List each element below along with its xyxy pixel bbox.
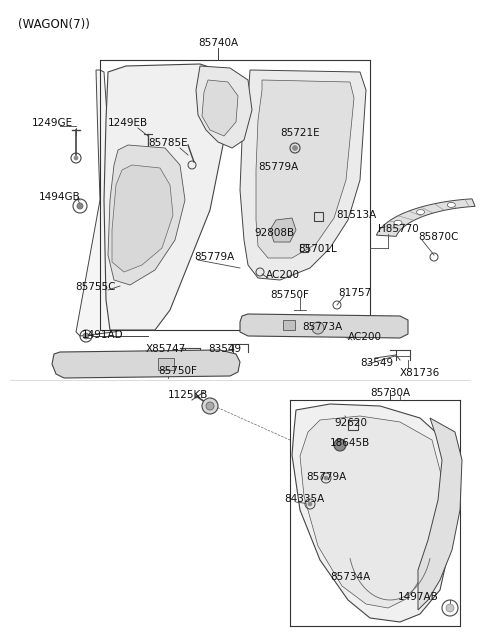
Text: 85870C: 85870C (418, 232, 458, 242)
Text: 85721E: 85721E (280, 128, 320, 138)
Circle shape (202, 398, 218, 414)
Text: 1497AB: 1497AB (397, 592, 438, 602)
Polygon shape (76, 70, 122, 336)
Text: 1125KB: 1125KB (168, 390, 208, 400)
Text: 1494GB: 1494GB (39, 192, 81, 202)
Text: 83549: 83549 (360, 358, 393, 368)
Ellipse shape (394, 220, 402, 225)
Text: 81757: 81757 (338, 288, 371, 298)
Text: 18645B: 18645B (330, 438, 370, 448)
Circle shape (83, 333, 89, 339)
Text: 85779A: 85779A (194, 252, 234, 262)
Circle shape (308, 502, 312, 506)
Text: 85750F: 85750F (158, 366, 197, 376)
Polygon shape (376, 199, 475, 236)
Bar (314, 212, 323, 221)
Circle shape (324, 476, 328, 480)
Text: 85779A: 85779A (258, 162, 298, 172)
Text: AC200: AC200 (348, 332, 382, 342)
Text: 85779A: 85779A (306, 472, 346, 482)
Circle shape (292, 145, 298, 150)
Text: 85701L: 85701L (298, 244, 337, 254)
Bar (158, 358, 174, 370)
Polygon shape (418, 418, 462, 610)
Text: 1491AD: 1491AD (82, 330, 124, 340)
Polygon shape (300, 416, 442, 608)
Polygon shape (270, 218, 296, 242)
Text: 85734A: 85734A (330, 572, 370, 582)
Polygon shape (52, 350, 240, 378)
Text: AC200: AC200 (266, 270, 300, 280)
Text: 84335A: 84335A (284, 494, 324, 504)
Text: 92808B: 92808B (254, 228, 294, 238)
Bar (300, 244, 308, 252)
Text: 1249GE: 1249GE (31, 118, 72, 128)
Polygon shape (202, 80, 238, 136)
Text: X81736: X81736 (400, 368, 440, 378)
Polygon shape (104, 64, 232, 330)
Circle shape (206, 402, 214, 410)
Ellipse shape (447, 202, 456, 207)
Polygon shape (108, 145, 185, 285)
Text: 81513A: 81513A (336, 210, 376, 220)
Text: 85740A: 85740A (198, 38, 238, 48)
Bar (348, 420, 358, 430)
Text: 85785E: 85785E (148, 138, 188, 148)
Text: 85750F: 85750F (271, 290, 310, 300)
Polygon shape (240, 70, 366, 280)
Text: 92620: 92620 (334, 418, 367, 428)
Ellipse shape (417, 210, 425, 214)
Text: 85755C: 85755C (76, 282, 116, 292)
Text: H85770: H85770 (378, 224, 419, 234)
Text: 83549: 83549 (208, 344, 241, 354)
Bar (283, 320, 295, 330)
Circle shape (74, 156, 78, 160)
Polygon shape (196, 66, 252, 148)
Polygon shape (292, 404, 456, 622)
Text: 85773A: 85773A (302, 322, 342, 332)
Circle shape (312, 322, 324, 334)
Polygon shape (240, 314, 408, 338)
Text: 85730A: 85730A (370, 388, 410, 398)
Circle shape (334, 439, 346, 451)
Text: 1249EB: 1249EB (108, 118, 148, 128)
Circle shape (446, 604, 454, 612)
Text: (WAGON(7)): (WAGON(7)) (18, 18, 90, 31)
Text: X85747: X85747 (146, 344, 186, 354)
Polygon shape (256, 80, 354, 258)
Polygon shape (112, 165, 173, 272)
Circle shape (77, 203, 83, 209)
